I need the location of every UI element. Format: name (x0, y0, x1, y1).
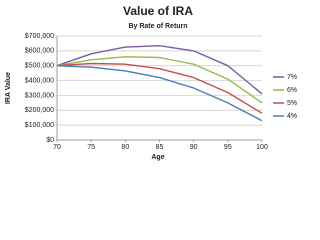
y-tick-label: $500,000 (25, 63, 54, 70)
legend-label: 4% (287, 113, 297, 120)
chart-title: Value of IRA (123, 4, 193, 18)
y-axis-label: IRA Value (5, 72, 12, 104)
y-tick-label: $100,000 (25, 122, 54, 129)
x-tick-label: 70 (53, 144, 61, 151)
chart-subtitle: By Rate of Return (128, 23, 187, 30)
x-tick-label: 95 (224, 144, 232, 151)
x-axis-label: Age (151, 154, 164, 161)
chart: Value of IRA By Rate of Return Age IRA V… (5, 4, 297, 161)
y-tick-label: $200,000 (25, 107, 54, 114)
x-tick-label: 80 (121, 144, 129, 151)
y-tick-label: $600,000 (25, 48, 54, 55)
series-line (56, 56, 263, 104)
legend-label: 5% (287, 100, 297, 107)
x-tick-label: 75 (87, 144, 95, 151)
legend-label: 6% (287, 87, 297, 94)
series-line (56, 45, 263, 95)
y-tick-label: $700,000 (25, 33, 54, 40)
y-tick-label: $0 (46, 137, 54, 144)
x-tick-label: 100 (256, 144, 268, 151)
series-line (56, 62, 263, 114)
y-tick-label: $400,000 (25, 77, 54, 84)
y-tick-label: $300,000 (25, 92, 54, 99)
series-line (56, 65, 263, 122)
x-tick-label: 90 (190, 144, 198, 151)
legend-label: 7% (287, 74, 297, 81)
x-tick-label: 85 (156, 144, 164, 151)
